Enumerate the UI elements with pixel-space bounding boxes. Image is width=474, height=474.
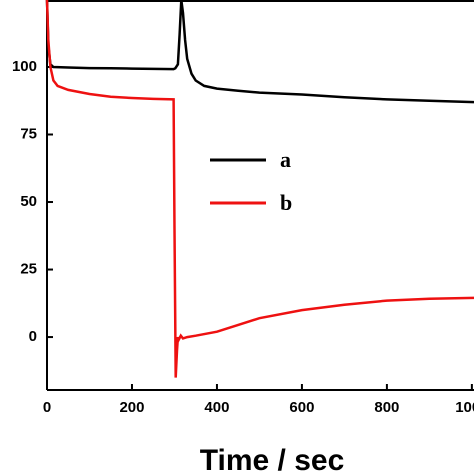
x-axis-label: Time / sec xyxy=(200,444,345,474)
legend-label: b xyxy=(280,190,292,215)
x-tick-label: 0 xyxy=(43,399,51,416)
y-tick-label: 100 xyxy=(12,58,37,75)
legend-label: a xyxy=(280,147,291,172)
y-tick-label: 25 xyxy=(20,261,37,278)
data-line xyxy=(45,0,474,378)
y-tick-label: 75 xyxy=(20,125,37,142)
x-tick-label: 600 xyxy=(289,399,314,416)
y-tick-label: 50 xyxy=(20,193,37,210)
y-tick-label: 0 xyxy=(29,328,37,345)
x-tick-label: 200 xyxy=(119,399,144,416)
data-line xyxy=(45,0,474,104)
x-tick-label: 800 xyxy=(374,399,399,416)
x-tick-label: 400 xyxy=(204,399,229,416)
